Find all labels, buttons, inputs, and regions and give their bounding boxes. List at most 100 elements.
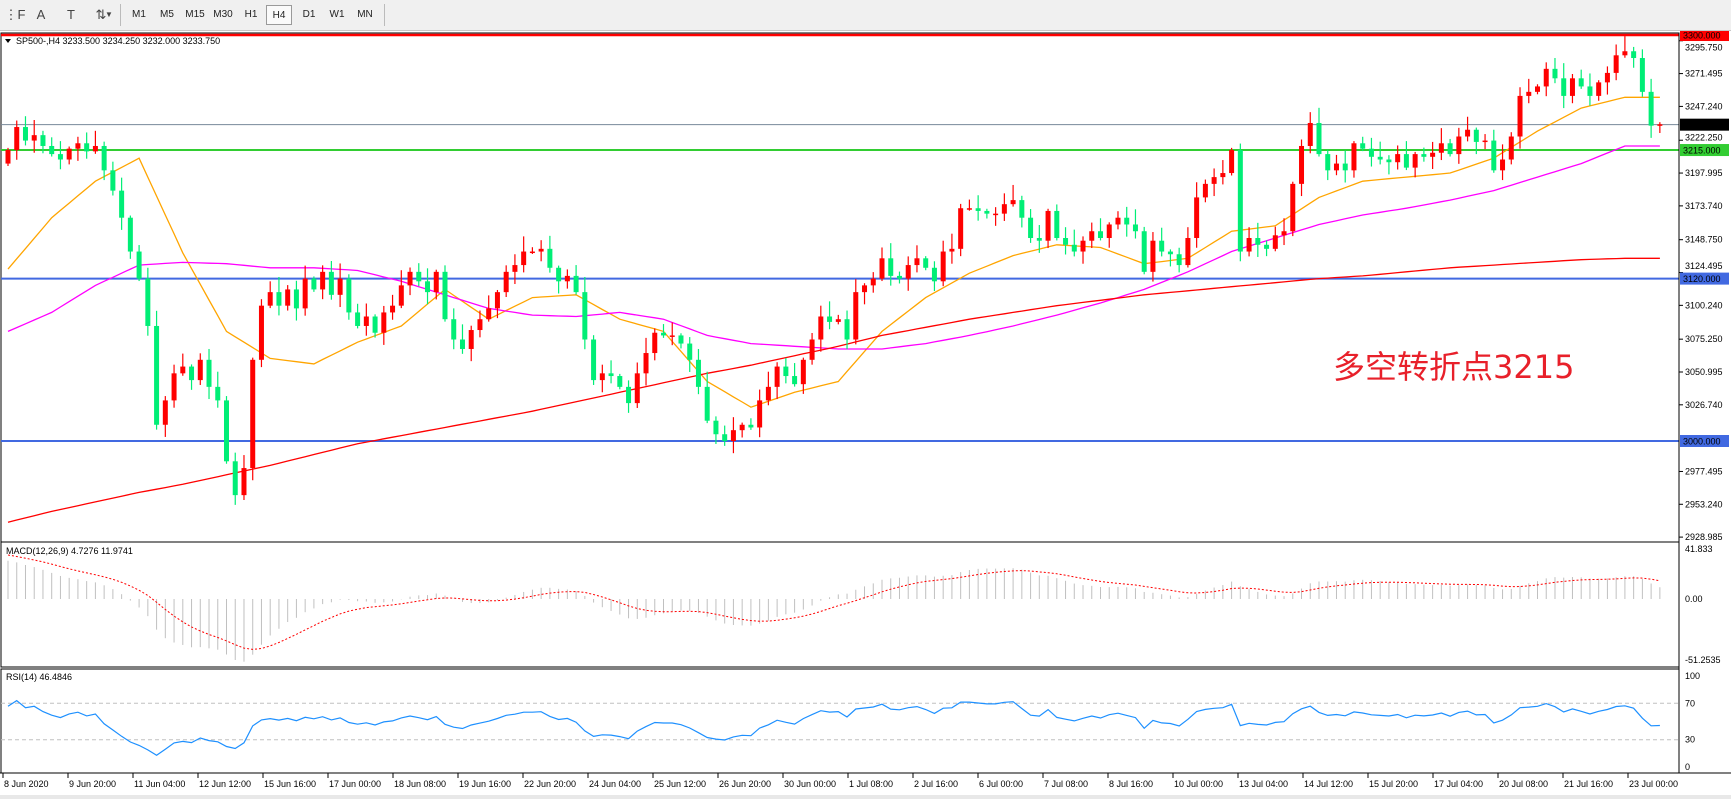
candle xyxy=(1543,62,1549,97)
candle-body xyxy=(958,208,964,249)
time-tick-label: 25 Jun 12:00 xyxy=(654,779,706,789)
candle xyxy=(127,215,133,259)
timeframe-mn-button[interactable]: MN xyxy=(357,9,373,20)
candle xyxy=(896,271,902,284)
candle-body xyxy=(1264,244,1270,249)
timeframe-m5-button[interactable]: M5 xyxy=(160,9,174,20)
candle-body xyxy=(896,275,902,279)
candle-body xyxy=(661,332,666,336)
candle-body xyxy=(1325,154,1331,171)
candle-body xyxy=(1561,78,1567,96)
candle xyxy=(1403,141,1409,171)
candle xyxy=(346,274,352,320)
candle-body xyxy=(486,308,492,320)
candle-body xyxy=(1001,204,1007,214)
candle xyxy=(1561,63,1567,109)
chevron-down-icon[interactable]: ▼ xyxy=(105,10,113,19)
timeframe-h4-button[interactable]: H4 xyxy=(266,5,292,25)
rsi-label: RSI(14) 46.4846 xyxy=(6,672,72,682)
candle xyxy=(835,314,841,325)
candle xyxy=(1430,141,1436,169)
candle xyxy=(398,270,404,309)
candle xyxy=(1377,141,1383,165)
timeframe-m15-button[interactable]: M15 xyxy=(185,9,205,20)
candle xyxy=(853,279,859,345)
candle xyxy=(1010,184,1016,207)
candle xyxy=(739,422,745,438)
time-tick-label: 23 Jul 00:00 xyxy=(1629,779,1678,789)
candle-body xyxy=(695,359,701,387)
candle xyxy=(564,269,570,289)
timeframe-w1-button[interactable]: W1 xyxy=(329,9,345,20)
candle-body xyxy=(931,267,937,282)
candle xyxy=(355,303,361,329)
time-tick-label: 8 Jul 16:00 xyxy=(1109,779,1153,789)
candle-body xyxy=(468,330,474,349)
candle-body xyxy=(1028,217,1034,239)
candle xyxy=(180,353,186,376)
candle-body xyxy=(1220,173,1226,178)
candle-body xyxy=(556,267,562,282)
candle-body xyxy=(31,135,37,141)
candle-body xyxy=(328,271,334,295)
fibonacci-icon[interactable]: ⋮F xyxy=(4,7,26,22)
macd-tick-label: 41.833 xyxy=(1685,544,1713,554)
candle-body xyxy=(84,143,90,152)
candle-body xyxy=(1106,224,1112,239)
candle xyxy=(573,265,579,295)
candle-body xyxy=(1071,244,1077,252)
candle xyxy=(328,261,334,300)
candle xyxy=(451,308,457,350)
candle xyxy=(1159,227,1165,257)
candle xyxy=(521,236,527,273)
candle xyxy=(1578,69,1584,89)
timeframe-h1-button[interactable]: H1 xyxy=(244,9,258,20)
candle xyxy=(442,265,448,322)
candle-body xyxy=(1526,91,1532,96)
price-tick-label: 3124.495 xyxy=(1685,261,1723,271)
text-icon[interactable]: A xyxy=(36,7,46,22)
candle-body xyxy=(250,359,256,469)
timeframe-m1-button[interactable]: M1 xyxy=(132,9,146,20)
candle xyxy=(1132,209,1138,239)
candle xyxy=(337,263,343,308)
candle-body xyxy=(993,213,999,216)
candle xyxy=(818,305,824,352)
timeframe-m30-button[interactable]: M30 xyxy=(213,9,233,20)
collapse-triangle-icon[interactable] xyxy=(5,39,11,43)
text-label-icon[interactable]: T xyxy=(67,7,75,22)
price-label-box xyxy=(1680,435,1729,447)
candle xyxy=(678,333,684,349)
candle xyxy=(459,324,465,354)
candle xyxy=(22,116,28,146)
candle xyxy=(1106,222,1112,248)
candle xyxy=(1587,73,1593,106)
candle-body xyxy=(494,292,500,309)
candle-body xyxy=(1299,145,1305,184)
candle-body xyxy=(1543,68,1549,87)
candle-body xyxy=(1386,159,1392,163)
annotation-text[interactable]: 多空转折点3215 xyxy=(1333,348,1574,386)
candle xyxy=(1351,141,1357,178)
time-tick-label: 15 Jul 20:00 xyxy=(1369,779,1418,789)
candle-body xyxy=(189,366,195,381)
candle-body xyxy=(792,376,798,385)
candle-body xyxy=(110,170,116,191)
time-tick-label: 22 Jun 20:00 xyxy=(524,779,576,789)
candle xyxy=(1036,225,1042,253)
candle xyxy=(914,245,920,273)
price-chart[interactable]: SP500-,H4 3233.500 3234.250 3232.000 323… xyxy=(0,31,1731,795)
candle xyxy=(1281,218,1287,246)
candle-body xyxy=(101,145,107,171)
price-tick-label: 3247.240 xyxy=(1685,101,1723,111)
arrows-icon[interactable]: ⇅ xyxy=(95,7,107,22)
candle xyxy=(416,263,422,287)
candle-body xyxy=(521,251,527,266)
timeframe-d1-button[interactable]: D1 xyxy=(302,9,316,20)
candle xyxy=(285,285,291,311)
candle xyxy=(582,276,588,350)
candle-body xyxy=(1465,129,1471,137)
candle xyxy=(1019,195,1025,228)
candle xyxy=(1045,208,1051,249)
candle-body xyxy=(1604,72,1610,83)
